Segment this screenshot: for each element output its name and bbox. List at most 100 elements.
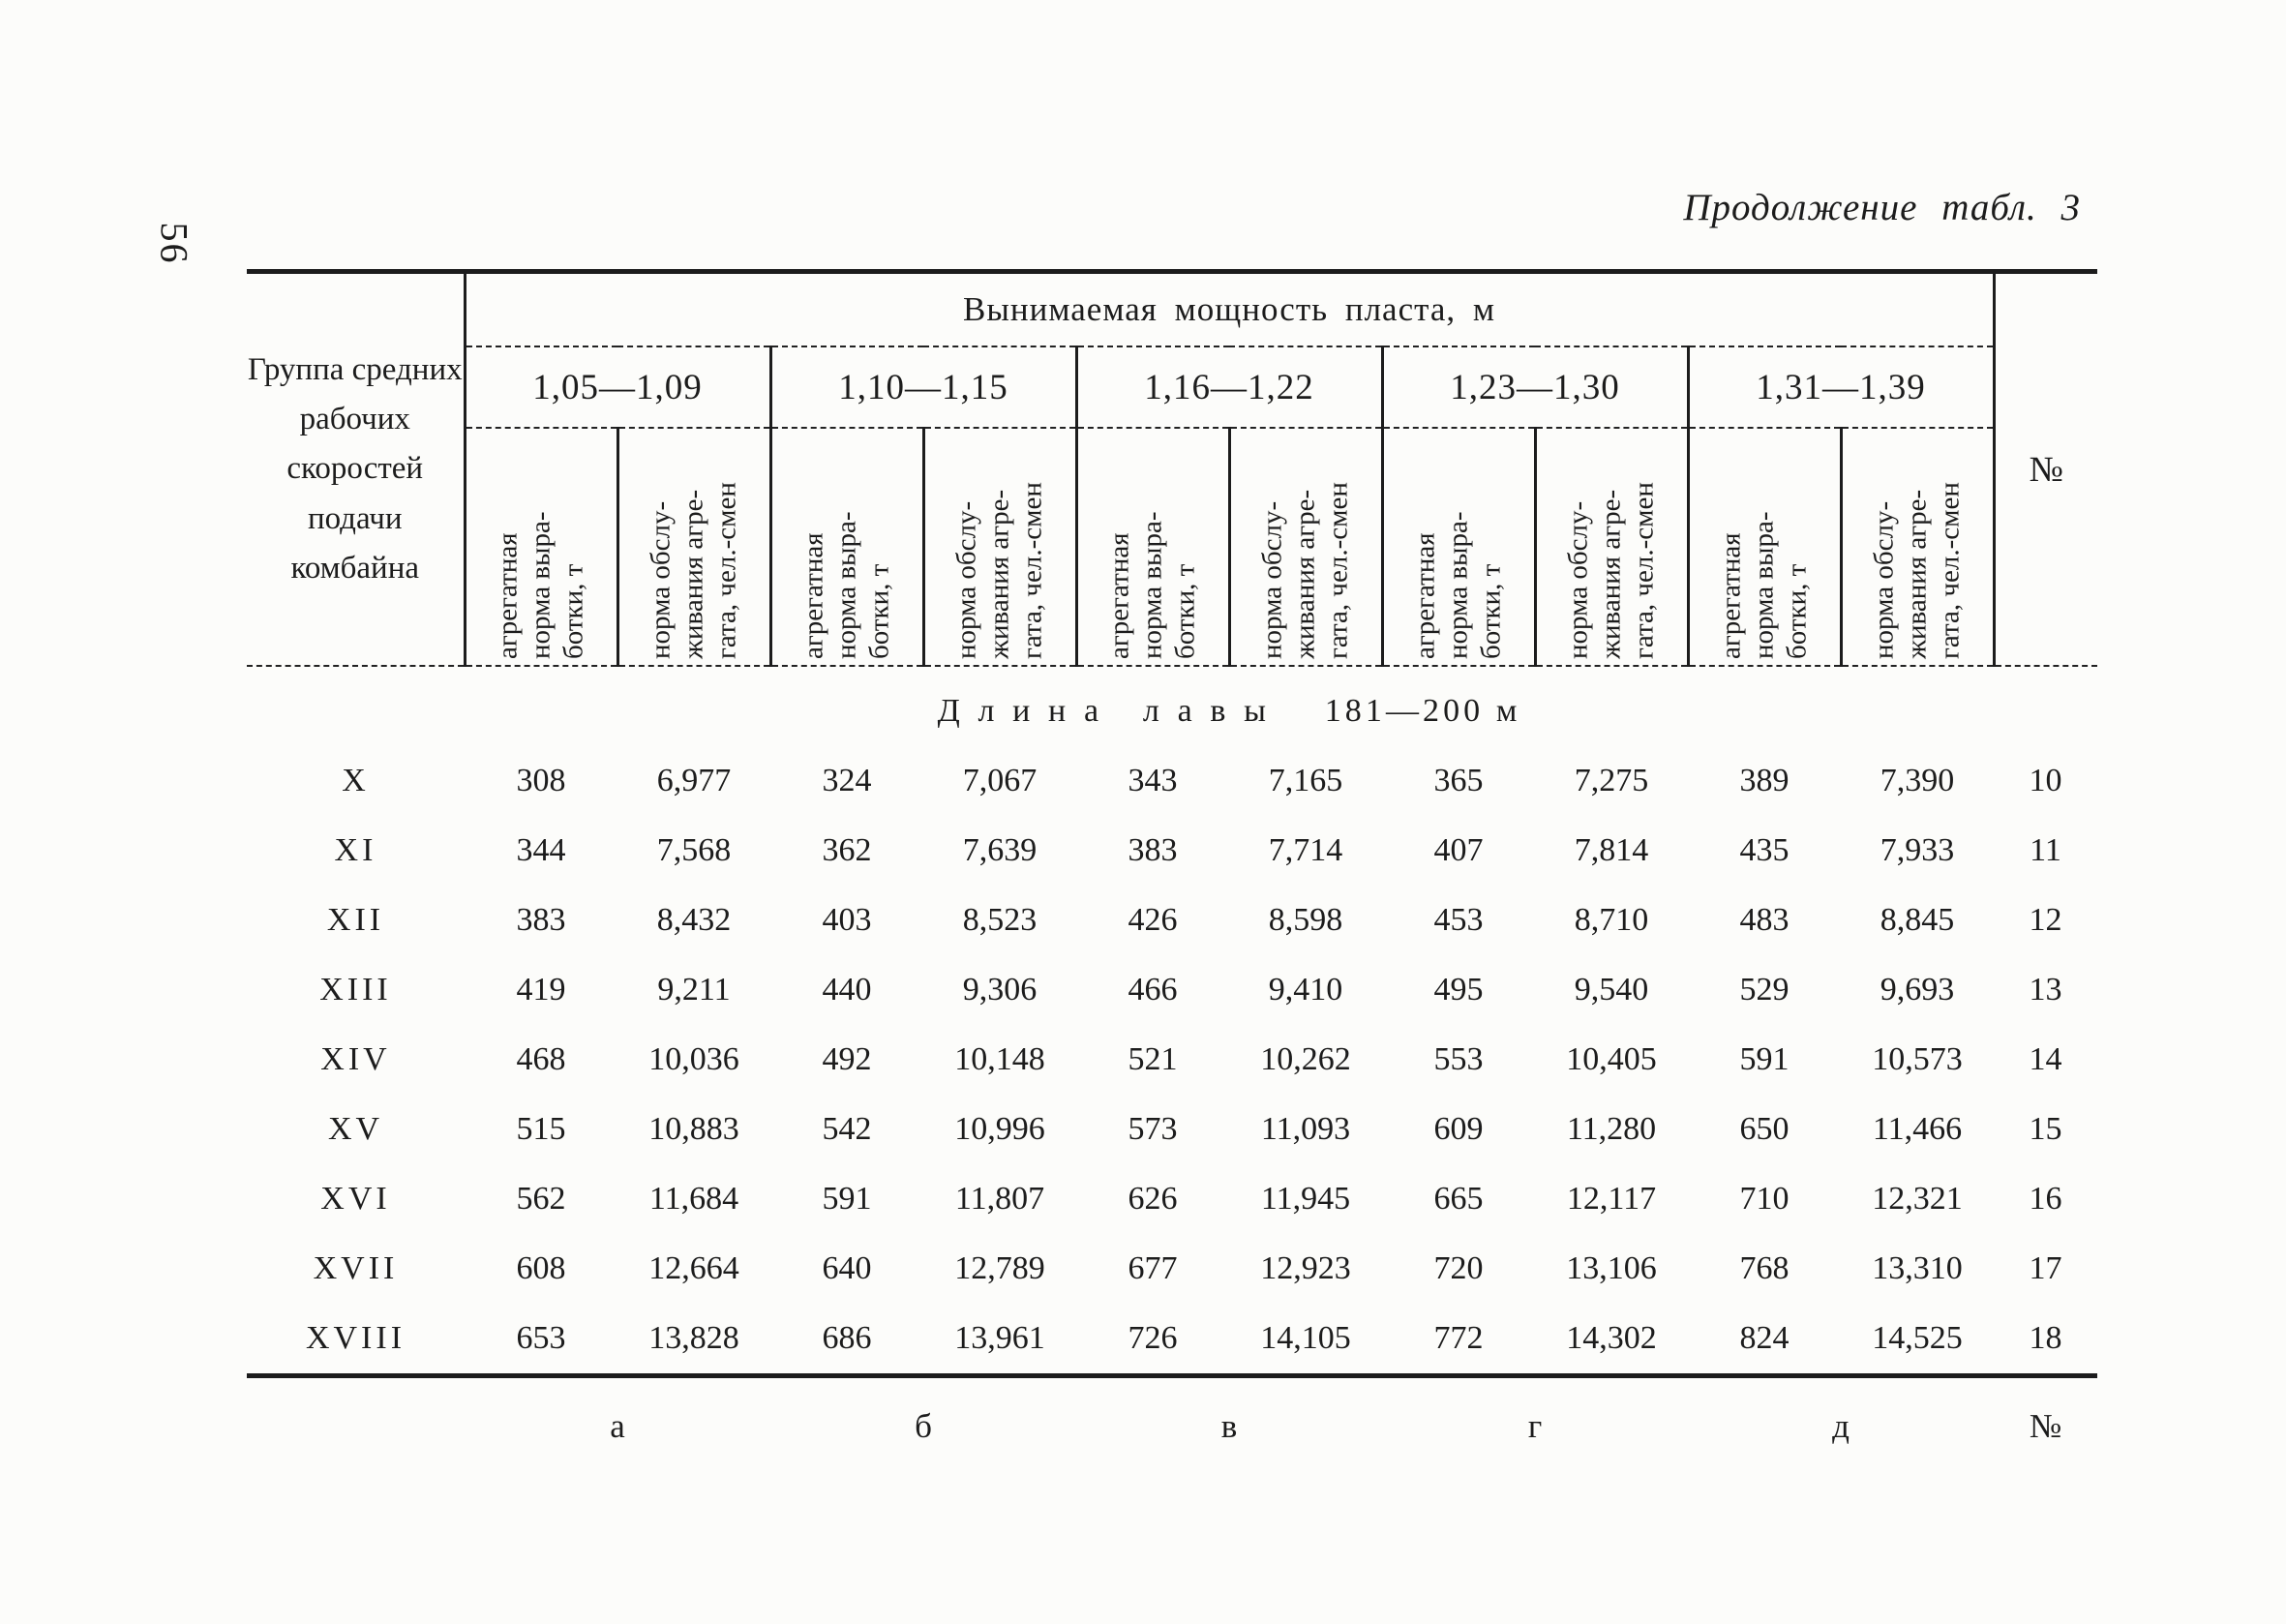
data-cell: 9,693 <box>1880 972 1955 1007</box>
subcol-header-service: норма обслу- живания агре- гата, чел.-см… <box>1839 428 1995 667</box>
thickness-range-header: 1,23—1,30 <box>1380 346 1688 429</box>
subcol-header-service: норма обслу- живания агре- гата, чел.-см… <box>1227 428 1382 667</box>
table-row: X 308 6,977 324 7,067 343 7,165 365 7,275 389 7,39… <box>247 746 2097 816</box>
row-number: 13 <box>2029 972 2062 1007</box>
data-cell: 7,568 <box>656 832 732 868</box>
data-cell: 492 <box>822 1041 872 1077</box>
data-cell: 591 <box>1739 1041 1790 1077</box>
row-number: 10 <box>2029 763 2062 798</box>
data-cell: 626 <box>1128 1181 1178 1217</box>
table-row: XI 344 7,568 362 7,639 383 7,714 407 7,814 435 7,9… <box>247 816 2097 886</box>
data-cell: 7,067 <box>962 763 1038 798</box>
data-cell: 665 <box>1433 1181 1484 1217</box>
data-cell: 686 <box>822 1320 872 1356</box>
norms-table: Группа средних рабочих скоростей подачи … <box>247 269 2098 1476</box>
table-row: XII 383 8,432 403 8,523 426 8,598 453 8,710 483 8,… <box>247 886 2097 955</box>
data-cell: 515 <box>516 1111 566 1147</box>
data-cell: 8,523 <box>962 902 1038 938</box>
data-cell: 8,432 <box>656 902 732 938</box>
data-cell: 419 <box>516 972 566 1007</box>
seam-thickness-header: Вынимаемая мощность пласта, м <box>465 271 1995 347</box>
data-cell: 365 <box>1433 763 1484 798</box>
row-group-label: XI <box>334 832 377 868</box>
subcol-header-output: агрегатная норма выра- ботки, т <box>1074 428 1229 667</box>
thickness-range-header: 1,10—1,15 <box>768 346 1076 429</box>
data-cell: 542 <box>822 1111 872 1147</box>
section-title-words: Длина лавы <box>937 693 1284 729</box>
data-cell: 772 <box>1433 1320 1484 1356</box>
rotated-header-text: агрегатная норма выра- ботки, т <box>492 511 590 659</box>
rotated-header-text: норма обслу- живания агре- гата, чел.-см… <box>645 482 743 659</box>
data-cell: 6,977 <box>656 763 732 798</box>
data-cell: 13,310 <box>1872 1250 1963 1286</box>
data-cell: 13,828 <box>648 1320 739 1356</box>
data-cell: 383 <box>516 902 566 938</box>
empty-cell <box>247 1376 465 1476</box>
data-cell: 8,598 <box>1268 902 1343 938</box>
data-cell: 383 <box>1128 832 1178 868</box>
subcol-header-service: норма обслу- живания агре- гата, чел.-см… <box>921 428 1076 667</box>
subcol-header-output: агрегатная норма выра- ботки, т <box>465 428 617 667</box>
data-cell: 12,321 <box>1872 1181 1963 1217</box>
data-cell: 10,036 <box>648 1041 739 1077</box>
section-title: Длина лавы 181—200 м <box>465 666 1994 746</box>
rotated-header-text: норма обслу- живания агре- гата, чел.-см… <box>1256 482 1355 659</box>
rotated-header-text: агрегатная норма выра- ботки, т <box>1715 511 1814 659</box>
header-row-subcolumns: агрегатная норма выра- ботки, т норма об… <box>247 428 2097 667</box>
data-cell: 12,117 <box>1566 1181 1657 1217</box>
data-cell: 7,639 <box>962 832 1038 868</box>
data-cell: 529 <box>1739 972 1790 1007</box>
data-cell: 720 <box>1433 1250 1484 1286</box>
data-cell: 7,275 <box>1574 763 1649 798</box>
data-cell: 14,525 <box>1872 1320 1963 1356</box>
data-cell: 466 <box>1128 972 1178 1007</box>
row-group-label: XII <box>326 902 385 938</box>
data-cell: 10,262 <box>1260 1041 1351 1077</box>
thickness-range-header: 1,05—1,09 <box>465 346 770 429</box>
page-number: 56 <box>152 222 196 265</box>
subcol-header-output: агрегатная норма выра- ботки, т <box>1686 428 1841 667</box>
data-cell: 9,306 <box>962 972 1038 1007</box>
subcol-header-service: норма обслу- живания агре- гата, чел.-см… <box>1533 428 1688 667</box>
data-cell: 14,105 <box>1260 1320 1351 1356</box>
data-cell: 768 <box>1739 1250 1790 1286</box>
row-group-label: XIV <box>320 1041 391 1077</box>
number-column-header: № <box>1992 271 2098 667</box>
data-cell: 824 <box>1739 1320 1790 1356</box>
row-group-label: XVII <box>313 1250 399 1286</box>
data-cell: 11,466 <box>1872 1111 1963 1147</box>
subcol-header-output: агрегатная норма выра- ботки, т <box>1380 428 1535 667</box>
column-letter-row: а б в г д № <box>247 1375 2098 1476</box>
row-number: 18 <box>2029 1320 2062 1356</box>
row-number: 12 <box>2029 902 2062 938</box>
table-continuation-note: Продолжение табл. 3 <box>1683 187 2081 228</box>
subcol-header-service: норма обслу- живания агре- гата, чел.-см… <box>616 428 770 667</box>
data-cell: 308 <box>516 763 566 798</box>
data-cell: 435 <box>1739 832 1790 868</box>
data-cell: 7,814 <box>1574 832 1649 868</box>
data-cell: 553 <box>1433 1041 1484 1077</box>
row-group-label: XVIII <box>305 1320 406 1356</box>
data-cell: 362 <box>822 832 872 868</box>
data-cell: 677 <box>1128 1250 1178 1286</box>
table-row: XIV 468 10,036 492 10,148 521 10,262 553 10,405 5… <box>247 1025 2097 1095</box>
data-cell: 12,923 <box>1260 1250 1351 1286</box>
data-cell: 9,410 <box>1268 972 1343 1007</box>
data-cell: 650 <box>1739 1111 1790 1147</box>
column-letter: д <box>1832 1407 1850 1445</box>
data-cell: 468 <box>516 1041 566 1077</box>
row-group-label: XIII <box>319 972 392 1007</box>
data-cell: 389 <box>1739 763 1790 798</box>
rotated-header-text: агрегатная норма выра- ботки, т <box>1103 511 1202 659</box>
column-letter: б <box>915 1407 932 1445</box>
data-cell: 8,845 <box>1880 902 1955 938</box>
data-cell: 12,789 <box>954 1250 1045 1286</box>
data-cell: 7,933 <box>1880 832 1955 868</box>
data-cell: 7,165 <box>1268 763 1343 798</box>
data-cell: 344 <box>516 832 566 868</box>
thickness-range-header: 1,16—1,22 <box>1074 346 1382 429</box>
subcol-header-output: агрегатная норма выра- ботки, т <box>768 428 923 667</box>
data-cell: 343 <box>1128 763 1178 798</box>
column-letter: в <box>1220 1407 1238 1445</box>
rotated-header-text: агрегатная норма выра- ботки, т <box>1409 511 1508 659</box>
